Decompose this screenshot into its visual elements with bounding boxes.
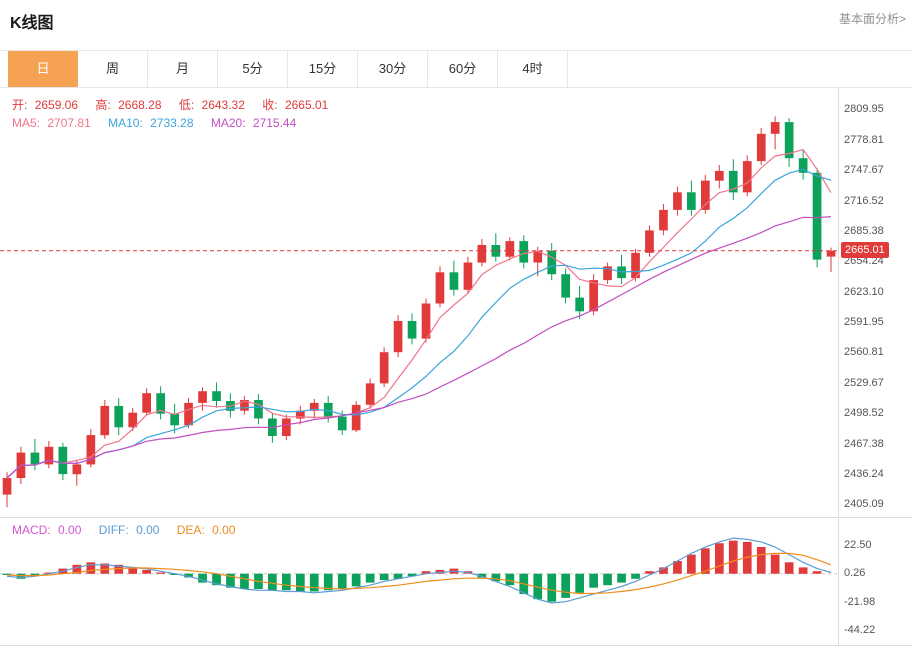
ohlc-info: 开: 2659.06 高: 2668.28 低: 2643.32 收: 2665… — [12, 96, 332, 113]
tab-day[interactable]: 日 — [8, 51, 78, 87]
candlestick-canvas[interactable] — [0, 88, 838, 517]
diff-label: DIFF: — [98, 523, 129, 537]
low-label: 低: — [178, 98, 195, 112]
y-axis-label: 2529.67 — [844, 377, 884, 389]
header: K线图 基本面分析> — [0, 0, 912, 42]
diff-value: 0.00 — [136, 523, 160, 537]
ma10-label: MA10: — [108, 116, 143, 130]
open-value: 2659.06 — [34, 98, 79, 112]
high-value: 2668.28 — [118, 98, 162, 112]
y-axis-label: 2654.24 — [844, 255, 884, 267]
y-axis-label: 2498.52 — [844, 407, 884, 419]
tab-month[interactable]: 月 — [148, 51, 218, 87]
macd-axis-label: -44.22 — [844, 624, 876, 636]
tab-60min[interactable]: 60分 — [428, 51, 498, 87]
macd-axis-label: 22.50 — [844, 539, 872, 551]
tab-5min[interactable]: 5分 — [218, 51, 288, 87]
period-tabbar: 日周月 5分 15分 30分 60分 4时 — [0, 50, 912, 88]
main-chart-pane: 开: 2659.06 高: 2668.28 低: 2643.32 收: 2665… — [0, 88, 838, 517]
bottom-border — [0, 645, 912, 646]
y-axis-label: 2436.24 — [844, 468, 884, 480]
macd-canvas[interactable] — [0, 519, 838, 645]
last-price-tag: 2665.01 — [841, 242, 889, 258]
y-axis-label: 2747.67 — [844, 164, 884, 176]
ma5-value: 2707.81 — [47, 116, 91, 130]
y-axis-label: 2716.52 — [844, 195, 884, 207]
macd-axis: 22.50 0.26 -21.98 -44.22 — [838, 519, 912, 646]
fundamental-analysis-link[interactable]: 基本面分析> — [838, 12, 906, 26]
pane-divider — [0, 517, 912, 518]
ma20-label: MA20: — [210, 116, 246, 130]
y-axis-label: 2560.81 — [844, 346, 884, 358]
y-axis-label: 2623.10 — [844, 286, 884, 298]
tab-30min[interactable]: 30分 — [358, 51, 428, 87]
y-axis-label: 2685.38 — [844, 225, 884, 237]
page-title: K线图 — [10, 15, 54, 32]
open-label: 开: — [12, 98, 28, 112]
tab-15min[interactable]: 15分 — [288, 51, 358, 87]
low-value: 2643.32 — [201, 98, 245, 112]
y-axis-label: 2467.38 — [844, 438, 884, 450]
tab-4hour[interactable]: 4时 — [498, 51, 568, 87]
ma-info: MA5: 2707.81 MA10: 2733.28 MA20: 2715.44 — [12, 116, 300, 130]
macd-axis-label: -21.98 — [844, 596, 876, 608]
macd-label: MACD: — [12, 523, 51, 537]
ma5-label: MA5: — [12, 116, 41, 130]
dea-label: DEA: — [176, 523, 205, 537]
ma10-value: 2733.28 — [150, 116, 194, 130]
y-axis-label: 2809.95 — [844, 103, 884, 115]
price-axis: 2665.01 2809.95 2778.81 2747.67 2716.52 2685… — [838, 88, 912, 517]
y-axis-label: 2405.09 — [844, 498, 884, 510]
macd-axis-label: 0.26 — [844, 567, 866, 579]
close-label: 收: — [262, 98, 278, 112]
macd-pane: MACD: 0.00 DIFF: 0.00 DEA: 0.00 — [0, 519, 838, 645]
tab-week[interactable]: 周 — [78, 51, 148, 87]
y-axis-label: 2591.95 — [844, 316, 884, 328]
high-label: 高: — [95, 98, 111, 112]
close-value: 2665.01 — [284, 98, 329, 112]
ma20-value: 2715.44 — [252, 116, 297, 130]
y-axis-label: 2778.81 — [844, 134, 884, 146]
macd-value: 0.00 — [58, 523, 82, 537]
macd-info: MACD: 0.00 DIFF: 0.00 DEA: 0.00 — [12, 523, 239, 537]
dea-value: 0.00 — [212, 523, 236, 537]
